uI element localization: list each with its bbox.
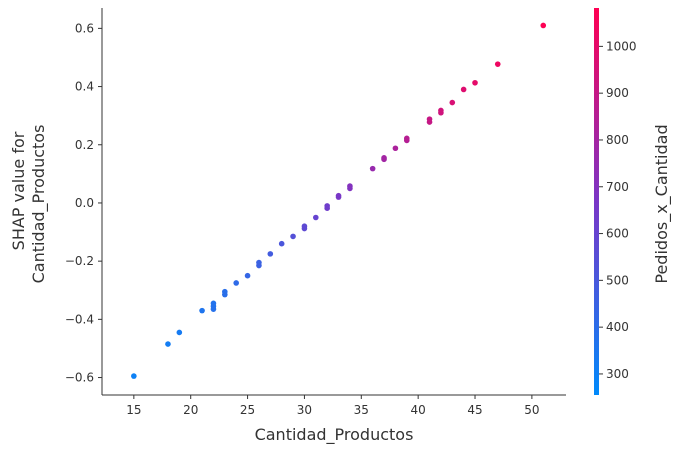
- y-tick-label: 0.4: [75, 80, 94, 94]
- data-point: [210, 306, 217, 312]
- data-point: [131, 373, 137, 379]
- data-point: [381, 155, 387, 161]
- x-tick-label: 50: [524, 403, 539, 417]
- x-ticks: 15 20 25 30 35 40 45 50: [126, 395, 540, 417]
- data-point: [324, 205, 330, 211]
- y-tick-label: −0.6: [65, 371, 94, 385]
- data-point: [256, 262, 262, 269]
- data-points: [131, 22, 547, 379]
- colorbar-tick-label: 800: [606, 133, 629, 147]
- data-point: [176, 329, 183, 336]
- y-tick-label: −0.4: [65, 312, 94, 326]
- data-point: [369, 165, 376, 172]
- x-tick-label: 35: [354, 403, 369, 417]
- y-axis-label-line2: Cantidad_Productos: [29, 125, 49, 284]
- colorbar-tick-label: 900: [606, 86, 629, 100]
- x-axis-label: Cantidad_Productos: [255, 425, 414, 445]
- colorbar-tick-label: 1000: [606, 39, 637, 53]
- data-point: [460, 86, 467, 93]
- data-point: [347, 183, 353, 189]
- data-point: [426, 116, 433, 122]
- data-point: [472, 79, 478, 86]
- data-point: [233, 280, 239, 286]
- colorbar: [594, 8, 599, 395]
- data-point: [165, 341, 171, 347]
- data-point: [449, 99, 456, 106]
- y-ticks: −0.6 −0.4 −0.2 0.0 0.2 0.4 0.6: [65, 21, 102, 385]
- colorbar-ticks: 300 400 500 600 700 800 900 1000: [599, 39, 637, 381]
- x-tick-label: 25: [240, 403, 255, 417]
- data-point: [222, 291, 228, 298]
- data-point: [403, 135, 410, 142]
- x-tick-label: 40: [411, 403, 426, 417]
- y-tick-label: 0.0: [75, 196, 94, 210]
- x-tick-label: 15: [126, 403, 141, 417]
- colorbar-tick-label: 300: [606, 367, 629, 381]
- data-point: [494, 61, 501, 67]
- y-axis-label-line1: SHAP value for: [9, 131, 28, 250]
- data-point: [301, 225, 308, 232]
- x-tick-label: 45: [467, 403, 482, 417]
- data-point: [278, 240, 285, 247]
- data-point: [335, 192, 342, 199]
- y-tick-label: 0.2: [75, 138, 94, 152]
- x-tick-label: 20: [183, 403, 198, 417]
- y-tick-label: 0.6: [75, 21, 94, 35]
- colorbar-tick-label: 400: [606, 320, 629, 334]
- data-point: [392, 145, 399, 152]
- data-point: [267, 251, 274, 257]
- y-tick-label: −0.2: [65, 254, 94, 268]
- colorbar-tick-label: 600: [606, 227, 629, 241]
- data-point: [313, 214, 319, 221]
- data-point: [438, 107, 444, 114]
- colorbar-label: Pedidos_x_Cantidad: [652, 124, 672, 283]
- data-point: [540, 22, 547, 29]
- data-point: [290, 233, 296, 240]
- x-tick-label: 30: [297, 403, 312, 417]
- data-point: [199, 307, 205, 314]
- data-point: [244, 272, 251, 279]
- colorbar-tick-label: 700: [606, 180, 629, 194]
- colorbar-tick-label: 500: [606, 273, 629, 287]
